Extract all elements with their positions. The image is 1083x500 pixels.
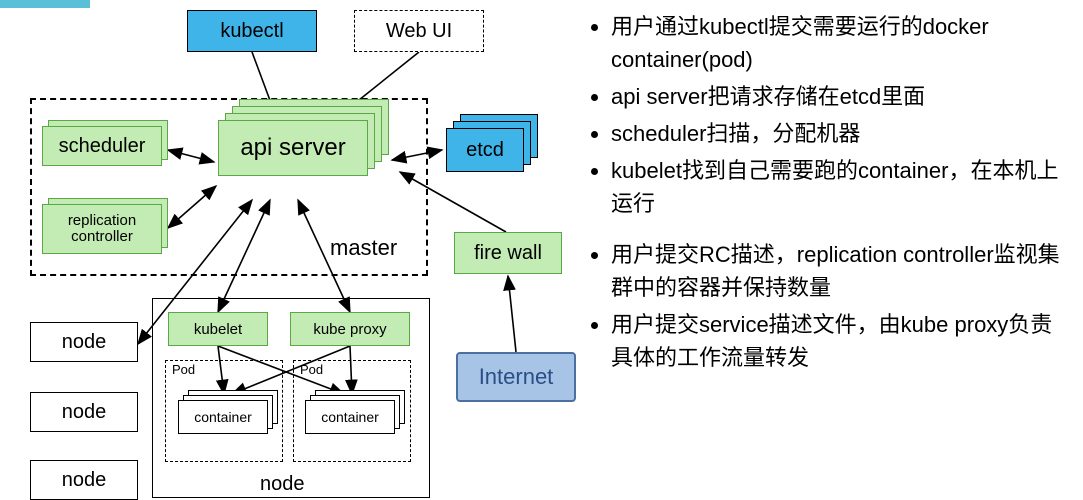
master-label: master: [330, 235, 397, 261]
bullet-item: scheduler扫描，分配机器: [611, 117, 1073, 150]
diagram-canvas: { "colors": { "blue_fill": "#3eb4e8", "b…: [0, 0, 1083, 500]
internet-box: Internet: [456, 352, 576, 402]
bullet-item: api server把请求存储在etcd里面: [611, 80, 1073, 113]
container-1-box-layer: container: [178, 400, 268, 434]
api-server-box-layer: api server: [218, 120, 368, 176]
replication-controller-box-layer: replication controller: [42, 204, 162, 254]
description-bullets: 用户通过kubectl提交需要运行的docker container(pod) a…: [593, 10, 1073, 392]
bullet-group-2: 用户提交RC描述，replication controller监视集群中的容器并…: [593, 238, 1073, 374]
node-1-box: node: [30, 322, 138, 362]
etcd-box-layer: etcd: [446, 128, 524, 172]
container-2-box-layer: container: [305, 400, 395, 434]
kube-proxy-box: kube proxy: [290, 312, 410, 346]
accent-bar: [0, 0, 90, 8]
pod-1-label: Pod: [172, 362, 195, 377]
pod-2-label: Pod: [300, 362, 323, 377]
bullet-item: 用户通过kubectl提交需要运行的docker container(pod): [611, 10, 1073, 76]
node-2-box: node: [30, 392, 138, 432]
kubectl-box: kubectl: [187, 10, 317, 52]
node-frame-label: node: [260, 473, 305, 496]
bullet-item: 用户提交RC描述，replication controller监视集群中的容器并…: [611, 238, 1073, 304]
bullet-item: kubelet找到自己需要跑的container，在本机上运行: [611, 154, 1073, 220]
arrow: [508, 276, 516, 352]
scheduler-box-layer: scheduler: [42, 126, 162, 166]
node-3-box: node: [30, 460, 138, 500]
web-ui-box: Web UI: [354, 10, 484, 52]
fire-wall-box: fire wall: [454, 232, 562, 274]
bullet-item: 用户提交service描述文件，由kube proxy负责具体的工作流量转发: [611, 308, 1073, 374]
bullet-group-1: 用户通过kubectl提交需要运行的docker container(pod) a…: [593, 10, 1073, 220]
kubelet-box: kubelet: [168, 312, 268, 346]
